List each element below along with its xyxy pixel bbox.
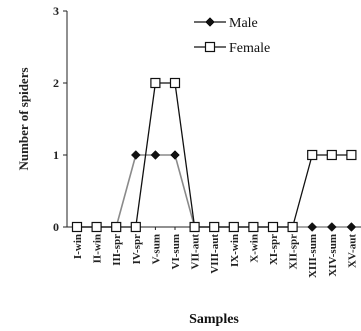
x-tick-label: XIV-sum	[327, 234, 339, 277]
x-tick-label: VI-sum	[170, 234, 182, 269]
y-tick-label: 2	[53, 76, 59, 90]
x-tick-label: IX-win	[229, 234, 241, 267]
data-point-male	[307, 222, 318, 232]
x-tick-label: I-win	[72, 234, 84, 259]
data-point-male	[326, 222, 337, 232]
x-tick-label: II-win	[92, 234, 104, 263]
data-point-female	[189, 221, 200, 233]
data-point-male	[130, 150, 141, 160]
data-point-female	[326, 149, 337, 161]
data-point-female	[169, 77, 181, 89]
series-female	[71, 77, 357, 233]
data-point-female	[346, 149, 357, 161]
data-point-female	[130, 221, 141, 233]
data-point-female	[91, 221, 102, 233]
y-tick-labels: 0 1 2 3	[53, 4, 59, 234]
legend-label: Female	[229, 41, 270, 56]
legend: Male Female	[194, 16, 270, 56]
data-point-female	[248, 221, 259, 233]
series-line-male	[77, 154, 352, 228]
data-point-female	[228, 221, 239, 233]
data-point-male	[346, 222, 357, 232]
x-tick-label: VIII-aut	[209, 234, 221, 274]
legend-item-female: Female	[194, 41, 270, 56]
x-tick-label: V-sum	[150, 234, 162, 264]
legend-marker	[204, 41, 216, 53]
legend-marker	[205, 17, 215, 27]
legend-item-male: Male	[194, 16, 258, 31]
x-tick-label: IV-spr	[131, 234, 143, 264]
x-tick-label: XV-aut	[346, 234, 358, 268]
data-point-female	[209, 221, 220, 233]
data-point-female	[307, 149, 318, 161]
x-tick-label: XII-spr	[288, 234, 300, 270]
series-male	[72, 150, 357, 232]
data-point-female	[111, 221, 122, 233]
data-point-female	[71, 221, 83, 233]
x-tick-labels: I-win II-win III-spr IV-spr V-sum VI-sum VII-a…	[72, 234, 358, 278]
series-layer	[71, 77, 357, 233]
x-axis-label: Samples	[189, 312, 239, 327]
y-tick-label: 3	[53, 4, 59, 18]
data-point-male	[150, 150, 161, 160]
y-axis-label: Number of spiders	[16, 67, 31, 170]
data-point-female	[287, 221, 298, 233]
data-point-female	[150, 77, 161, 89]
y-tick-label: 1	[53, 148, 59, 162]
data-point-male	[170, 150, 180, 160]
legend-label: Male	[229, 16, 258, 31]
x-tick-label: VII-aut	[190, 234, 202, 270]
x-tick-label: XI-spr	[268, 234, 280, 265]
y-tick-label: 0	[53, 220, 59, 234]
x-tick-label: X-win	[248, 234, 260, 263]
data-point-female	[267, 221, 279, 233]
x-tick-label: III-spr	[111, 234, 123, 266]
x-tick-label: XIII-sum	[307, 234, 319, 278]
